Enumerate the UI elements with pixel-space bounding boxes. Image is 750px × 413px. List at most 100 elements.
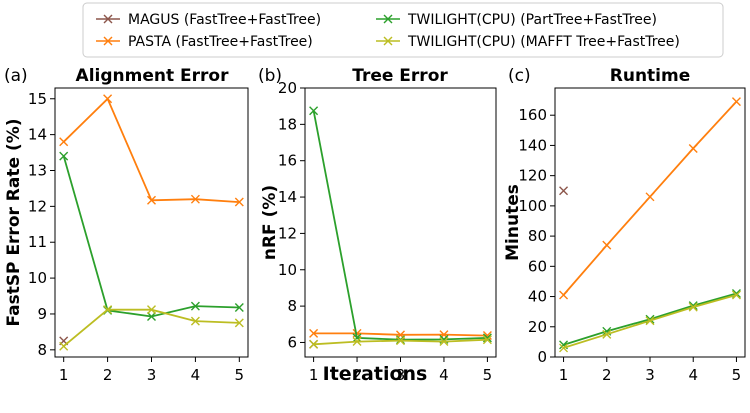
panel-runtime: Runtime (c) Minutes 0 20 40 60 80 100 120 140 160 1 2… [503, 66, 746, 384]
x-tick-label: 1 [559, 366, 569, 384]
panels: Alignment Error (a) FastSP Error Rate (%) 8… [4, 66, 746, 384]
plot-frame [54, 87, 249, 358]
y-tick-label: 8 [37, 341, 47, 359]
x-tick-label: 4 [439, 366, 449, 384]
y-axis-label: FastSP Error Rate (%) [4, 118, 24, 326]
legend-label: MAGUS (FastTree+FastTree) [128, 12, 321, 28]
data-point [439, 337, 449, 347]
data-point [190, 301, 200, 311]
y-tick-label: 160 [518, 106, 547, 124]
legend-label: TWILIGHT(CPU) (MAFFT Tree+FastTree) [407, 34, 680, 50]
series-twilight-cpu-parttree-fasttree [59, 151, 244, 321]
series-pasta-fasttree-fasttree [559, 97, 741, 300]
y-tick-label: 60 [528, 257, 547, 275]
x-tick-label: 3 [396, 366, 406, 384]
data-point [147, 305, 156, 315]
series-magus-fasttree-fasttree [559, 186, 569, 196]
y-tick-label: 10 [278, 261, 297, 279]
y-tick-label: 9 [37, 305, 47, 323]
y-tick-label: 20 [278, 79, 297, 97]
y-axis-label: nRF (%) [260, 185, 280, 260]
data-point [309, 339, 319, 349]
panel-alignment-error: Alignment Error (a) FastSP Error Rate (%) 8… [4, 66, 249, 384]
series-twilight-cpu-mafft-tree-fasttree [559, 290, 741, 353]
data-point [731, 97, 741, 107]
y-tick-label: 13 [28, 161, 47, 179]
y-tick-label: 11 [28, 233, 47, 251]
data-point [59, 137, 69, 147]
legend-marker [383, 36, 393, 46]
y-tick-label: 0 [537, 348, 547, 366]
y-axis-label: Minutes [503, 184, 523, 261]
data-point [688, 143, 698, 153]
legend-entry-magus-fasttree-fasttree: MAGUS (FastTree+FastTree) [96, 12, 321, 28]
data-point [190, 194, 200, 204]
series-line [562, 100, 738, 296]
legend-entry-twilight-cpu-parttree-fasttree: TWILIGHT(CPU) (PartTree+FastTree) [376, 12, 657, 28]
x-tick-label: 3 [147, 366, 157, 384]
data-point [396, 336, 405, 346]
x-tick-label: 1 [59, 366, 69, 384]
y-tick-label: 14 [28, 126, 47, 144]
y-tick-label: 10 [28, 269, 47, 287]
panel-title: Runtime [610, 66, 691, 86]
plot-frame [554, 87, 746, 358]
x-tick-label: 5 [235, 366, 245, 384]
panel-title: Alignment Error [76, 66, 230, 86]
series-twilight-cpu-parttree-fasttree [309, 106, 492, 345]
data-point [688, 302, 698, 312]
y-tick-label: 120 [518, 167, 547, 185]
data-point [602, 240, 612, 250]
y-tick-label: 20 [528, 318, 547, 336]
x-tick-label: 4 [688, 366, 698, 384]
data-point [602, 329, 612, 339]
data-point [309, 106, 319, 116]
shared-x-axis-label: Iterations [323, 363, 428, 385]
series-pasta-fasttree-fasttree [59, 94, 244, 207]
data-point [103, 94, 113, 104]
legend-marker [383, 14, 393, 24]
data-point [352, 337, 362, 347]
series-twilight-cpu-mafft-tree-fasttree [309, 335, 492, 349]
x-tick-label: 4 [191, 366, 201, 384]
panel-letter: (a) [4, 66, 28, 86]
data-point [559, 290, 569, 300]
data-point [559, 186, 569, 196]
data-point [190, 316, 200, 326]
y-tick-label: 12 [278, 224, 297, 242]
data-point [234, 197, 244, 207]
series-line [62, 155, 240, 318]
y-tick-label: 8 [287, 297, 297, 315]
series-line [63, 97, 240, 203]
data-point [645, 192, 655, 202]
data-point [645, 316, 655, 326]
legend-label: PASTA (FastTree+FastTree) [128, 34, 313, 50]
y-tick-label: 40 [528, 288, 547, 306]
legend-marker [103, 36, 113, 46]
series-line [63, 308, 240, 347]
data-point [59, 151, 69, 161]
data-point [59, 341, 69, 351]
y-tick-label: 140 [518, 136, 547, 154]
panel-letter: (c) [508, 66, 531, 86]
x-tick-label: 3 [645, 366, 655, 384]
x-tick-label: 2 [103, 366, 113, 384]
plot-frame [304, 87, 497, 358]
x-tick-label: 1 [309, 366, 319, 384]
data-point [559, 343, 569, 353]
legend-entry-pasta-fasttree-fasttree: PASTA (FastTree+FastTree) [96, 34, 313, 50]
data-point [482, 335, 492, 345]
data-point [352, 333, 362, 343]
legend-entry-twilight-cpu-mafft-tree-fasttree: TWILIGHT(CPU) (MAFFT Tree+FastTree) [376, 34, 680, 50]
series-line [312, 110, 488, 341]
data-point [234, 303, 244, 312]
data-point [147, 311, 156, 321]
legend: MAGUS (FastTree+FastTree) PASTA (FastTree… [82, 2, 724, 58]
legend-frame [82, 2, 724, 58]
y-tick-label: 14 [278, 188, 297, 206]
y-tick-label: 80 [528, 227, 547, 245]
panel-letter: (b) [258, 66, 282, 86]
data-point [309, 328, 319, 338]
